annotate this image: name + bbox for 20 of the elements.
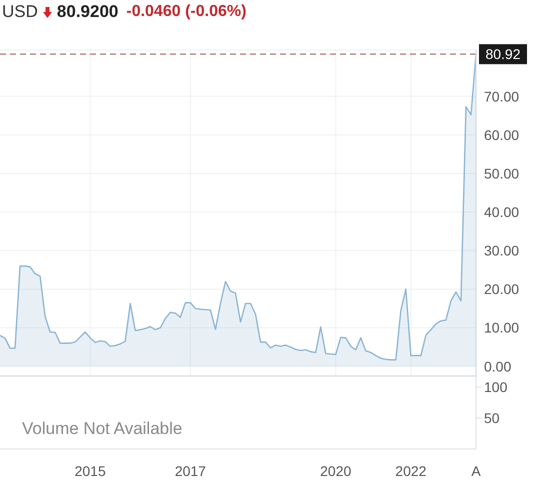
y-tick-label: 50.00: [484, 165, 520, 182]
x-tick-label: 2017: [174, 462, 206, 479]
x-tick-label: 2015: [74, 462, 106, 479]
y-tick-label: 60.00: [484, 126, 520, 143]
y-tick-label: 0.00: [484, 358, 512, 374]
ref-line-label: 80.92: [485, 46, 521, 62]
chart-title: USD: [2, 2, 38, 22]
y-tick-label: 100: [484, 379, 508, 396]
y-tick-label: 40.00: [484, 204, 520, 220]
chart-subtitle: 80.9200: [56, 2, 118, 22]
y-tick-label: 70.00: [484, 88, 520, 104]
x-tick-label: A: [471, 462, 482, 479]
x-tick-label: 2022: [395, 462, 427, 479]
y-tick-label: 20.00: [484, 281, 520, 298]
text: -0.0460 (-0.06%): [126, 3, 246, 21]
y-tick-label: 10.00: [484, 320, 520, 336]
x-tick-label: 2020: [320, 462, 352, 479]
y-tick-label: 50: [484, 410, 500, 426]
annotation: Volume Not Available: [22, 419, 182, 439]
y-tick-label: 30.00: [484, 242, 520, 259]
